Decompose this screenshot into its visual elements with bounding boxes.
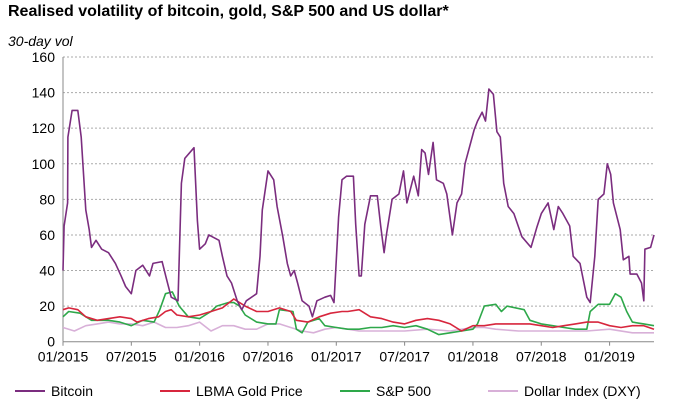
y-tick-label: 20: [39, 298, 55, 314]
x-tick-label: 07/2018: [516, 349, 567, 365]
y-tick-label: 0: [47, 334, 55, 350]
x-tick-label: 01/2018: [448, 349, 499, 365]
legend-label: Dollar Index (DXY): [524, 383, 641, 399]
x-tick-label: 01/2016: [174, 349, 225, 365]
y-tick-label: 40: [39, 263, 55, 279]
y-axis-label: 30-day vol: [8, 33, 73, 49]
series-line-bitcoin: [62, 88, 655, 318]
x-tick-label: 07/2016: [243, 349, 294, 365]
x-tick-label: 01/2017: [311, 349, 362, 365]
x-tick-label: 01/2015: [38, 349, 89, 365]
x-tick-label: 01/2019: [584, 349, 635, 365]
x-tick-label: 07/2017: [379, 349, 430, 365]
legend-label: LBMA Gold Price: [196, 383, 303, 399]
series-line-s-p-500: [62, 291, 655, 336]
x-tick-label: 07/2015: [106, 349, 157, 365]
series-line-lbma-gold-price: [62, 298, 655, 332]
y-tick-label: 120: [32, 120, 56, 136]
y-tick-label: 140: [32, 85, 56, 101]
y-tick-label: 60: [39, 227, 55, 243]
y-tick-label: 80: [39, 191, 55, 207]
legend-label: S&P 500: [376, 383, 431, 399]
y-tick-label: 100: [32, 156, 56, 172]
legend-label: Bitcoin: [51, 383, 93, 399]
y-tick-label: 160: [32, 49, 56, 65]
chart-title: Realised volatility of bitcoin, gold, S&…: [8, 3, 449, 20]
